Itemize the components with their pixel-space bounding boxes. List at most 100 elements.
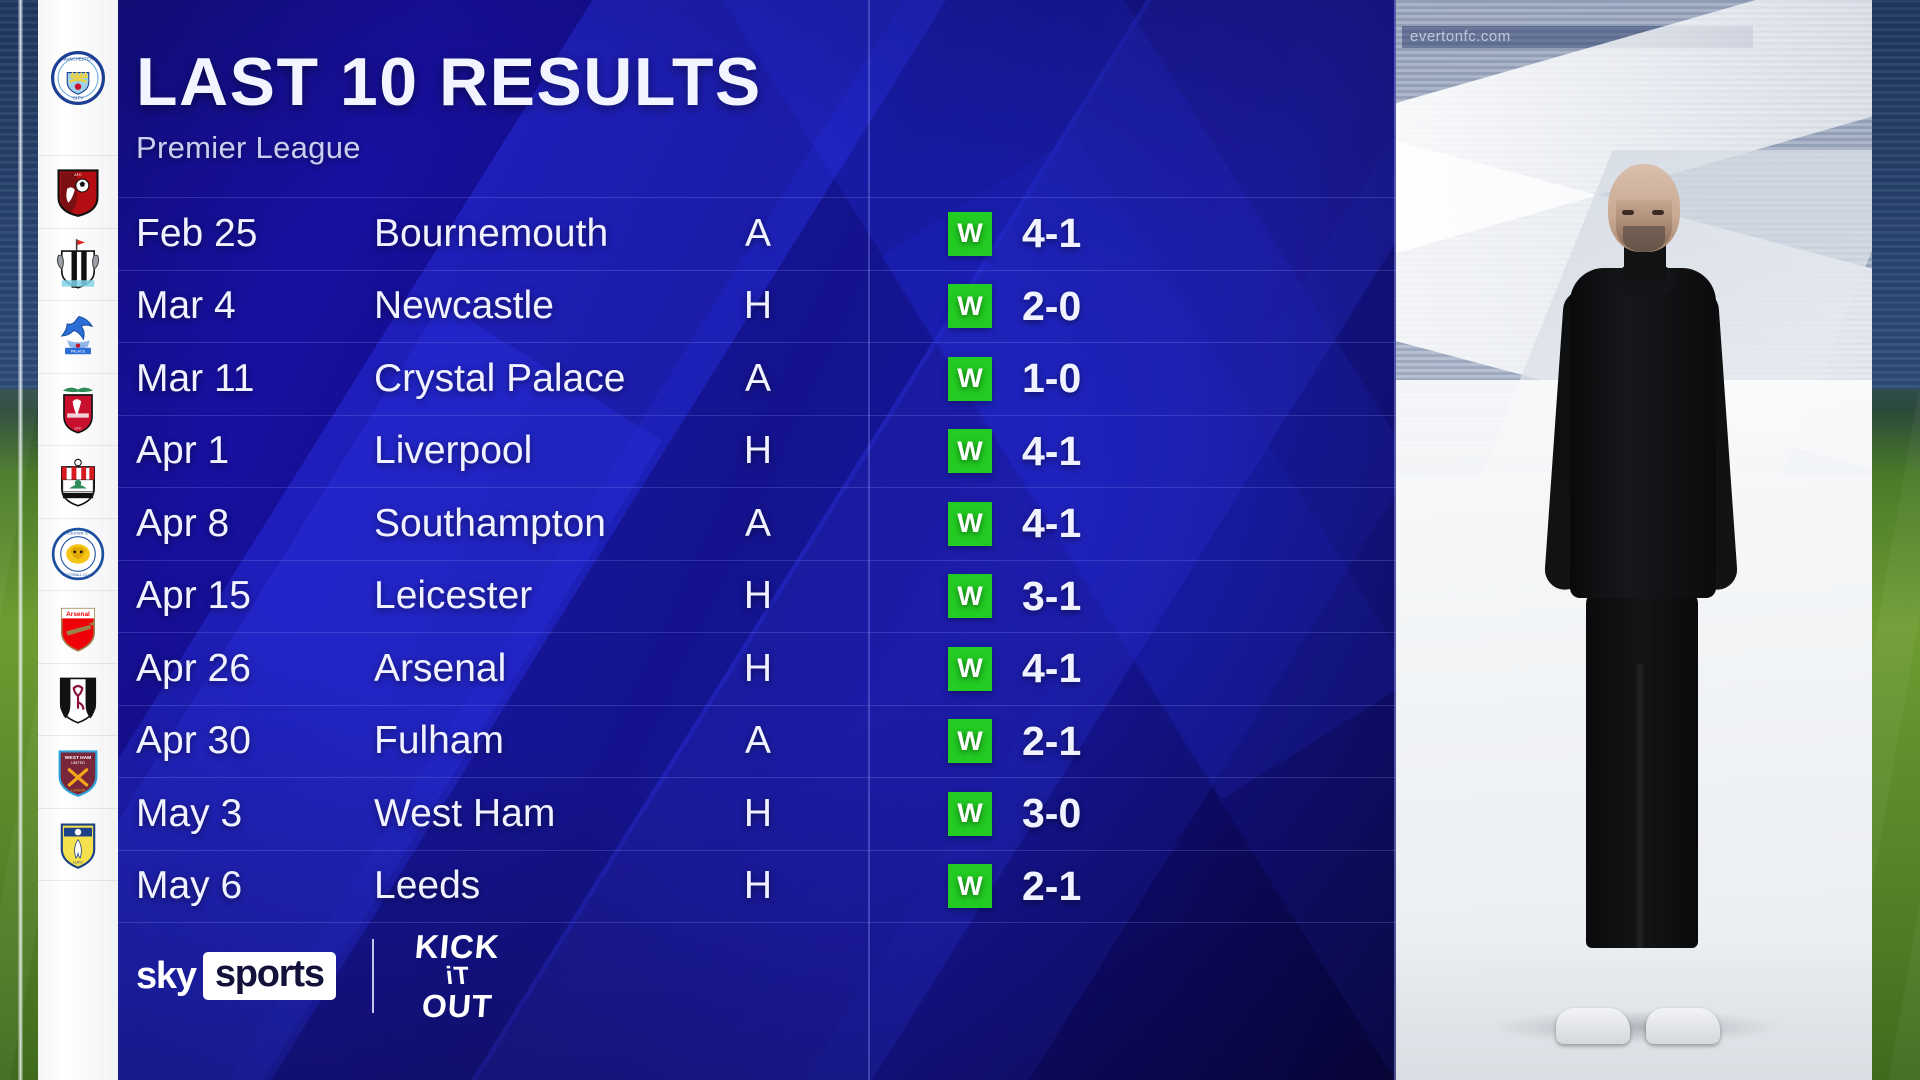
result-badge-wrap: W — [948, 646, 992, 691]
page-title: LAST 10 RESULTS — [136, 44, 762, 120]
crest-cell-bournemouth: AFC — [38, 156, 118, 229]
result-outcome-badge: W — [948, 429, 992, 474]
result-date: Apr 26 — [136, 646, 251, 690]
table-row: Apr 30 Fulham A W 2-1 — [118, 704, 1396, 778]
leg-gap — [1637, 664, 1643, 948]
result-outcome-badge: W — [948, 356, 992, 401]
result-venue: A — [744, 501, 771, 545]
result-score: 3-1 — [1022, 572, 1082, 619]
result-badge-wrap: W — [948, 791, 992, 836]
result-score: 4-1 — [1022, 427, 1082, 474]
newcastle-crest-icon — [51, 237, 105, 291]
eye-right — [1652, 210, 1664, 215]
result-badge-wrap: W — [948, 356, 992, 401]
footer-divider — [371, 939, 374, 1013]
result-date: Apr 30 — [136, 719, 251, 763]
result-outcome-badge: W — [948, 211, 992, 256]
result-opponent: Arsenal — [374, 646, 507, 690]
result-outcome-badge: W — [948, 284, 992, 329]
result-venue: A — [744, 719, 771, 763]
table-row: May 3 West Ham H W 3-0 — [118, 777, 1396, 850]
svg-text:PALACE: PALACE — [71, 349, 86, 353]
table-row: Mar 4 Newcastle H W 2-0 — [118, 269, 1396, 343]
table-row: Apr 1 Liverpool H W 4-1 — [118, 414, 1396, 488]
west-ham-crest-icon: WEST HAM UNITED LONDON — [51, 745, 105, 799]
result-opponent: Bournemouth — [374, 211, 609, 255]
southampton-crest-icon — [51, 455, 105, 509]
svg-text:LUFC: LUFC — [73, 861, 83, 865]
result-opponent: Crystal Palace — [374, 356, 626, 400]
svg-text:AFC: AFC — [74, 173, 82, 177]
panel-right-edge — [1394, 0, 1396, 1080]
footer-logos: sky sports KICK iT OUT — [136, 928, 506, 1024]
leeds-crest-icon: LUFC — [51, 817, 105, 871]
result-score: 4-1 — [1022, 645, 1082, 692]
table-row: May 6 Leeds H W 2-1 — [118, 849, 1396, 923]
result-outcome-badge: W — [948, 501, 992, 546]
result-badge-wrap: W — [948, 864, 992, 909]
floor-reflection — [1396, 930, 1872, 1080]
column-divider-left — [868, 0, 870, 1080]
manager-photo-panel: evertonfc.com — [1396, 0, 1872, 1080]
result-opponent: Leeds — [374, 864, 481, 908]
result-score: 2-0 — [1022, 282, 1082, 329]
liverpool-crest-icon: LFC — [51, 382, 105, 436]
result-opponent: Southampton — [374, 501, 607, 545]
result-date: Feb 25 — [136, 211, 258, 255]
crest-cell-fulham — [38, 664, 118, 736]
result-opponent: Newcastle — [374, 284, 554, 328]
legs — [1586, 588, 1698, 948]
crest-rail-filler — [38, 881, 118, 1080]
result-score: 2-1 — [1022, 717, 1082, 764]
goal-post-left — [18, 0, 23, 1080]
table-row: Apr 26 Arsenal H W 4-1 — [118, 632, 1396, 705]
table-row: Mar 11 Crystal Palace A W 1-0 — [118, 342, 1396, 415]
result-badge-wrap: W — [948, 719, 992, 764]
result-venue: H — [743, 646, 773, 690]
result-venue: H — [743, 864, 773, 908]
result-date: Apr 8 — [136, 501, 230, 545]
beard — [1623, 226, 1665, 252]
floor-shadow — [1486, 1010, 1786, 1044]
svg-text:Arsenal: Arsenal — [66, 611, 90, 618]
sports-wordmark: sports — [202, 952, 336, 1000]
sky-sports-logo: sky sports — [136, 952, 336, 1000]
crest-cell-manchester-city: MANCHESTER CITY — [38, 0, 118, 156]
result-badge-wrap: W — [948, 211, 992, 256]
page-subtitle: Premier League — [136, 130, 361, 165]
arsenal-crest-icon: Arsenal — [51, 600, 105, 654]
result-outcome-badge: W — [948, 719, 992, 764]
result-date: Apr 1 — [136, 429, 230, 473]
result-date: May 3 — [136, 791, 243, 835]
table-row: Apr 15 Leicester H W 3-1 — [118, 559, 1396, 633]
result-date: May 6 — [136, 864, 243, 908]
result-venue: A — [744, 211, 771, 255]
result-opponent: Liverpool — [374, 429, 533, 473]
kick-it-out-line-3: OUT — [421, 988, 495, 1024]
result-venue: H — [743, 574, 773, 618]
result-opponent: Leicester — [374, 574, 533, 618]
result-venue: A — [744, 356, 771, 400]
panel-header: LAST 10 RESULTS Premier League — [136, 48, 762, 166]
svg-text:LONDON: LONDON — [71, 788, 86, 792]
eye-left — [1622, 210, 1634, 215]
crest-cell-crystal-palace: PALACE — [38, 301, 118, 374]
bournemouth-crest-icon: AFC — [51, 165, 105, 219]
result-score: 3-0 — [1022, 790, 1082, 837]
results-table: Feb 25 Bournemouth A W 4-1 Mar 4 Newcastle H W 2-… — [118, 197, 1396, 923]
crest-cell-leeds: LUFC — [38, 809, 118, 881]
crest-sidebar: MANCHESTER CITY AFC — [38, 0, 118, 1080]
manchester-city-crest-icon: MANCHESTER CITY — [51, 50, 105, 105]
result-outcome-badge: W — [948, 574, 992, 619]
svg-text:UNITED: UNITED — [71, 761, 85, 765]
shoe-left — [1556, 1008, 1630, 1044]
crystal-palace-crest-icon: PALACE — [51, 310, 105, 364]
kick-it-out-line-1: KICK — [413, 928, 502, 965]
result-badge-wrap: W — [948, 574, 992, 619]
crest-cell-liverpool: LFC — [38, 374, 118, 446]
result-outcome-badge: W — [948, 791, 992, 836]
result-opponent: Fulham — [374, 719, 505, 763]
svg-text:CITY: CITY — [72, 95, 84, 101]
result-date: Mar 4 — [136, 284, 236, 328]
manager-figure — [1524, 164, 1754, 1044]
